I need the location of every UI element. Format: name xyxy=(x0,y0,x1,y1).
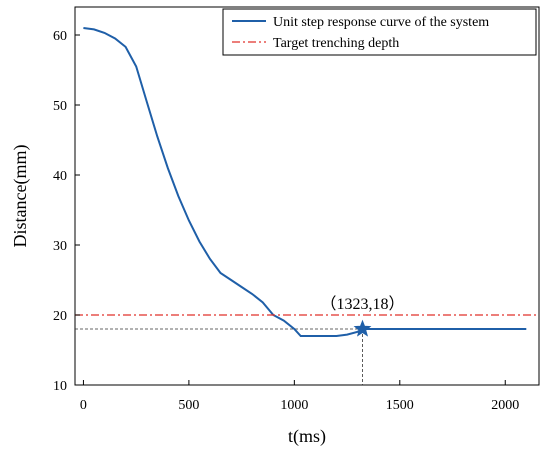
annotation-star-marker xyxy=(353,319,372,337)
y-tick-label: 40 xyxy=(53,169,67,184)
x-tick-label: 0 xyxy=(80,398,87,413)
legend: Unit step response curve of the system T… xyxy=(222,8,537,56)
y-tick-label: 10 xyxy=(53,379,67,394)
legend-box xyxy=(222,8,537,56)
legend-label-target-depth: Target trenching depth xyxy=(273,36,399,51)
y-axis-title: Distance(mm) xyxy=(10,145,31,248)
x-tick-label: 500 xyxy=(178,398,199,413)
x-tick-label: 2000 xyxy=(491,398,519,413)
marker-layer xyxy=(353,319,372,337)
y-tick-label: 60 xyxy=(53,29,67,44)
y-tick-label: 50 xyxy=(53,99,67,114)
annotation-label: （1323,18） xyxy=(320,295,404,313)
x-tick-label: 1500 xyxy=(386,398,414,413)
series-layer xyxy=(75,27,539,337)
y-tick-label: 30 xyxy=(53,239,67,254)
reference-lines xyxy=(75,328,363,385)
x-axis-title: t(ms) xyxy=(288,426,326,447)
x-tick-label: 1000 xyxy=(280,398,308,413)
legend-label-step-response: Unit step response curve of the system xyxy=(273,15,489,30)
series-line-step-response xyxy=(83,27,527,337)
y-tick-label: 20 xyxy=(53,309,67,324)
ticks-layer: 0 500 1000 1500 2000 10 20 30 40 50 60 xyxy=(53,29,519,413)
plot-frame xyxy=(74,6,540,386)
